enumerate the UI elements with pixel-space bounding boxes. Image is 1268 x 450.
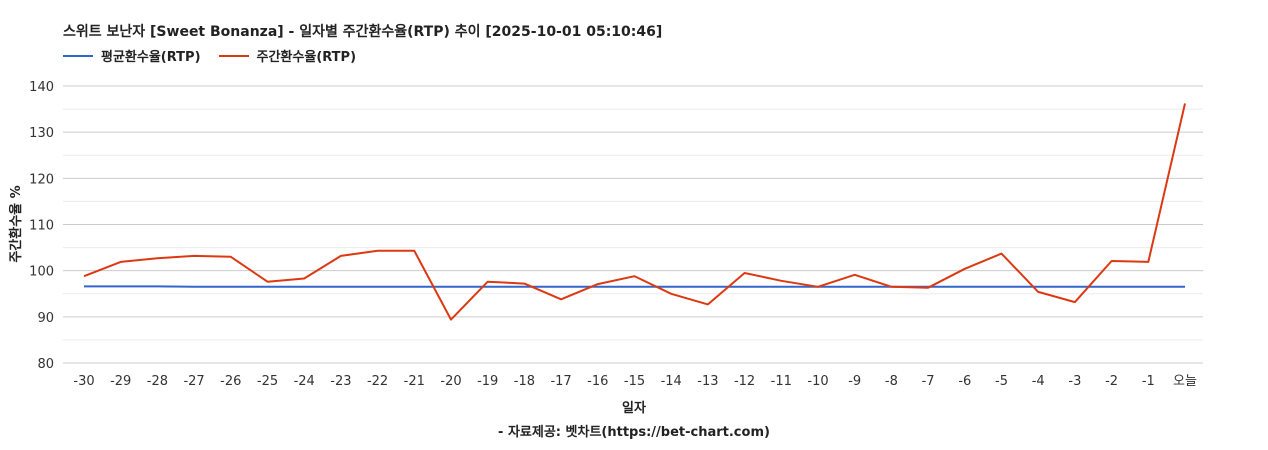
x-tick-label: -29 — [110, 374, 131, 389]
x-tick-label: -14 — [661, 374, 682, 389]
gridlines — [63, 85, 1203, 364]
x-tick-label: 오늘 — [1173, 374, 1197, 389]
x-tick-label: -7 — [922, 374, 935, 389]
chart-legend: 평균환수율(RTP) 주간환수율(RTP) — [63, 46, 374, 65]
x-tick-label: -27 — [183, 374, 204, 389]
line-chart: 80 90 100 110 120 130 140 -30 -29 -28 -27 -26 -25 -2… — [8, 80, 1203, 416]
x-tick-label: -16 — [587, 374, 608, 389]
chart-title: 스위트 보난자 [Sweet Bonanza] - 일자별 주간환수율(RTP)… — [63, 24, 663, 40]
x-tick-label: -20 — [440, 374, 461, 389]
y-tick-label: 80 — [37, 357, 54, 372]
x-tick-label: -21 — [404, 374, 425, 389]
x-tick-label: -23 — [330, 374, 351, 389]
x-tick-label: -12 — [734, 374, 755, 389]
y-tick-label: 120 — [29, 172, 54, 187]
legend-item-weekly[interactable]: 주간환수율(RTP) — [218, 46, 357, 65]
x-tick-label: -6 — [958, 374, 971, 389]
x-tick-label: -17 — [550, 374, 571, 389]
x-tick-label: -13 — [697, 374, 718, 389]
y-tick-label: 130 — [29, 126, 54, 141]
series-lines — [83, 103, 1186, 321]
x-tick-label: -2 — [1105, 374, 1118, 389]
x-tick-label: -10 — [807, 374, 828, 389]
x-tick-label: -28 — [147, 374, 168, 389]
x-tick-label: -5 — [995, 374, 1008, 389]
y-axis-title: 주간환수율 % — [8, 185, 24, 262]
legend-item-average[interactable]: 평균환수율(RTP) — [63, 46, 201, 65]
y-tick-label: 90 — [37, 311, 54, 326]
y-tick-label: 100 — [29, 265, 54, 280]
series-line-weekly[interactable] — [83, 103, 1186, 321]
legend-swatch-weekly — [218, 54, 249, 57]
x-tick-label: -11 — [771, 374, 792, 389]
x-tick-label: -9 — [848, 374, 861, 389]
x-tick-label: -4 — [1032, 374, 1045, 389]
x-tick-label: -8 — [885, 374, 898, 389]
legend-label-average: 평균환수율(RTP) — [101, 50, 201, 65]
x-tick-label: -1 — [1142, 374, 1155, 389]
legend-label-weekly: 주간환수율(RTP) — [256, 50, 357, 65]
x-tick-label: -22 — [367, 374, 388, 389]
legend-swatch-average — [63, 54, 93, 57]
x-tick-label: -30 — [73, 374, 94, 389]
x-axis-tick-labels: -30 -29 -28 -27 -26 -25 -24 -23 -22 -21 -20 -19 -18-… — [73, 374, 1197, 389]
x-tick-label: -19 — [477, 374, 498, 389]
x-tick-label: -3 — [1068, 374, 1081, 389]
x-tick-label: -26 — [220, 374, 241, 389]
y-axis-tick-labels: 80 90 100 110 120 130 140 — [29, 80, 54, 372]
x-tick-label: -24 — [294, 374, 315, 389]
y-tick-label: 140 — [29, 80, 54, 95]
y-tick-label: 110 — [29, 219, 54, 234]
x-tick-label: -25 — [257, 374, 278, 389]
x-axis-title: 일자 — [622, 401, 646, 416]
x-tick-label: -15 — [624, 374, 645, 389]
data-source-credit: - 자료제공: 벳차트(https://bet-chart.com) — [498, 425, 770, 440]
x-tick-label: -18 — [514, 374, 535, 389]
